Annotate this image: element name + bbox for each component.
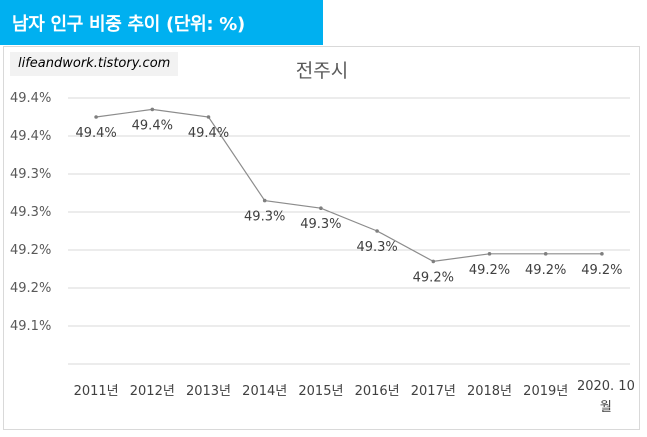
- x-tick-label: 2018년: [467, 384, 512, 399]
- y-tick-label: 49.3%: [10, 205, 51, 220]
- y-tick-label: 49.4%: [10, 91, 51, 106]
- y-tick-label: 49.1%: [10, 319, 51, 334]
- y-tick-label: 49.2%: [10, 243, 51, 258]
- data-point: [431, 259, 436, 264]
- title-banner: 남자 인구 비중 추이 (단위: %): [0, 0, 323, 45]
- data-point: [543, 252, 548, 256]
- data-point: [487, 252, 492, 256]
- chart-frame: [3, 46, 640, 430]
- chart-heading: 남자 인구 비중 추이 (단위: %): [12, 14, 245, 35]
- data-point: [150, 107, 155, 112]
- credit-box: lifeandwork.tistory.com: [10, 52, 178, 76]
- data-point: [262, 198, 267, 203]
- data-label: 49.3%: [356, 240, 397, 255]
- data-label: 49.2%: [525, 263, 566, 278]
- chart-title: 전주시: [296, 60, 348, 82]
- y-tick-label: 49.4%: [10, 129, 51, 144]
- y-tick-label: 49.3%: [10, 167, 51, 182]
- y-tick-label: 49.2%: [10, 281, 51, 296]
- data-label: 49.4%: [188, 126, 229, 141]
- data-label: 49.3%: [244, 210, 285, 225]
- data-label: 49.4%: [132, 118, 173, 133]
- data-label: 49.3%: [300, 217, 341, 232]
- x-tick-label: 2020. 10 월: [577, 379, 635, 415]
- data-point: [375, 229, 379, 233]
- x-tick-label: 2019년: [523, 384, 568, 399]
- data-point: [206, 115, 211, 119]
- credit-text: lifeandwork.tistory.com: [18, 56, 171, 71]
- x-axis-ticks: 2011년 2012년 2013년 2014년 2015년 2016년 2017년 2018년…: [74, 379, 635, 415]
- data-label: 49.4%: [75, 126, 116, 141]
- x-tick-label: 2013년: [186, 384, 231, 399]
- x-tick-label: 2011년: [74, 384, 119, 399]
- series-markers: [94, 107, 604, 264]
- data-point: [600, 252, 604, 256]
- x-tick-label: 2017년: [411, 384, 456, 399]
- data-point: [94, 115, 98, 119]
- x-tick-label: 2016년: [355, 384, 400, 399]
- gridlines: [68, 97, 630, 365]
- x-tick-label: 2014년: [242, 384, 287, 399]
- series-line: [96, 108, 602, 263]
- x-tick-label: 2015년: [298, 384, 343, 399]
- y-axis-ticks: 49.4% 49.4% 49.3% 49.3% 49.2% 49.2% 49.1%: [10, 91, 51, 334]
- data-label: 49.2%: [581, 263, 622, 278]
- data-label: 49.2%: [413, 270, 454, 285]
- data-label: 49.2%: [469, 263, 510, 278]
- data-labels: 49.4% 49.4% 49.4% 49.3% 49.3% 49.3% 49.2% 49.2%…: [75, 118, 622, 285]
- data-point: [319, 206, 323, 210]
- x-tick-label: 2012년: [130, 384, 175, 399]
